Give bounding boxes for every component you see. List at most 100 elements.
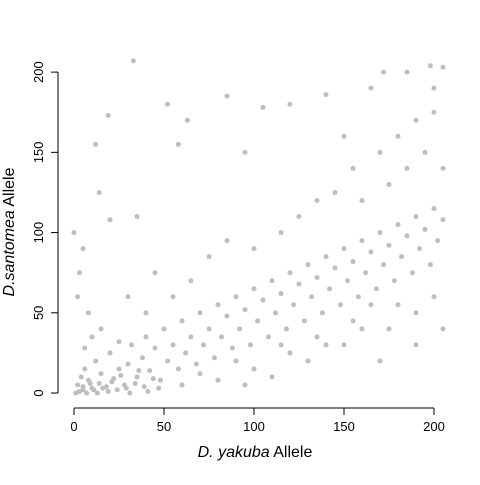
point (206, 326, 212, 332)
point (440, 165, 446, 171)
point (170, 342, 176, 348)
point (233, 358, 239, 364)
point (314, 334, 320, 340)
point (183, 350, 189, 356)
point (391, 278, 397, 284)
point (94, 390, 100, 396)
point (80, 246, 86, 252)
point (130, 58, 136, 64)
point (409, 270, 415, 276)
point (152, 270, 158, 276)
point (147, 368, 153, 374)
point (413, 310, 419, 316)
point (247, 342, 253, 348)
point (157, 377, 163, 383)
point (283, 326, 289, 332)
point (116, 339, 122, 345)
point (305, 262, 311, 268)
point (296, 214, 302, 220)
point (251, 246, 257, 252)
point (107, 217, 113, 223)
point (278, 291, 284, 297)
point (359, 326, 365, 332)
point (96, 189, 102, 195)
point (161, 326, 167, 332)
point (91, 387, 97, 393)
point (129, 342, 135, 348)
point (341, 133, 347, 139)
point (82, 345, 88, 351)
point (98, 371, 104, 377)
point (143, 310, 149, 316)
y-tick-label: 50 (31, 306, 46, 320)
point (188, 278, 194, 284)
point (386, 181, 392, 187)
point (323, 92, 329, 98)
point (381, 69, 387, 75)
point (422, 226, 428, 232)
point (327, 286, 333, 292)
x-tick-label: 100 (243, 419, 265, 434)
y-tick-label: 200 (31, 61, 46, 83)
x-tick-label: 0 (70, 419, 77, 434)
point (118, 372, 124, 378)
point (377, 230, 383, 236)
point (114, 387, 120, 393)
point (265, 334, 271, 340)
point (355, 294, 361, 300)
point (363, 270, 369, 276)
point (105, 388, 111, 394)
point (373, 286, 379, 292)
point (215, 302, 221, 308)
x-tick-label: 200 (423, 419, 445, 434)
point (404, 165, 410, 171)
point (395, 133, 401, 139)
point (413, 342, 419, 348)
point (319, 310, 325, 316)
point (125, 361, 131, 367)
point (368, 249, 374, 255)
point (125, 294, 131, 300)
point (337, 302, 343, 308)
point (242, 149, 248, 155)
point (260, 297, 266, 303)
point (76, 388, 82, 394)
point (278, 230, 284, 236)
point (255, 318, 261, 324)
point (197, 371, 203, 377)
point (431, 206, 437, 212)
point (395, 302, 401, 308)
point (386, 242, 392, 248)
point (431, 109, 437, 115)
x-axis-word: Allele (273, 444, 312, 461)
point (134, 214, 140, 220)
point (134, 374, 140, 380)
point (260, 104, 266, 110)
point (219, 334, 225, 340)
point (84, 390, 90, 396)
point (368, 302, 374, 308)
point (93, 358, 99, 364)
point (427, 63, 433, 69)
point (399, 254, 405, 260)
point (242, 382, 248, 388)
point (413, 117, 419, 123)
point (85, 310, 91, 316)
point (100, 385, 106, 391)
point (116, 366, 122, 372)
point (87, 380, 93, 386)
point (127, 390, 133, 396)
point (377, 149, 383, 155)
point (197, 310, 203, 316)
point (201, 342, 207, 348)
point (251, 286, 257, 292)
point (287, 350, 293, 356)
point (89, 334, 95, 340)
point (170, 294, 176, 300)
point (323, 342, 329, 348)
point (287, 101, 293, 107)
x-tick-label: 150 (333, 419, 355, 434)
point (341, 342, 347, 348)
point (82, 366, 88, 372)
